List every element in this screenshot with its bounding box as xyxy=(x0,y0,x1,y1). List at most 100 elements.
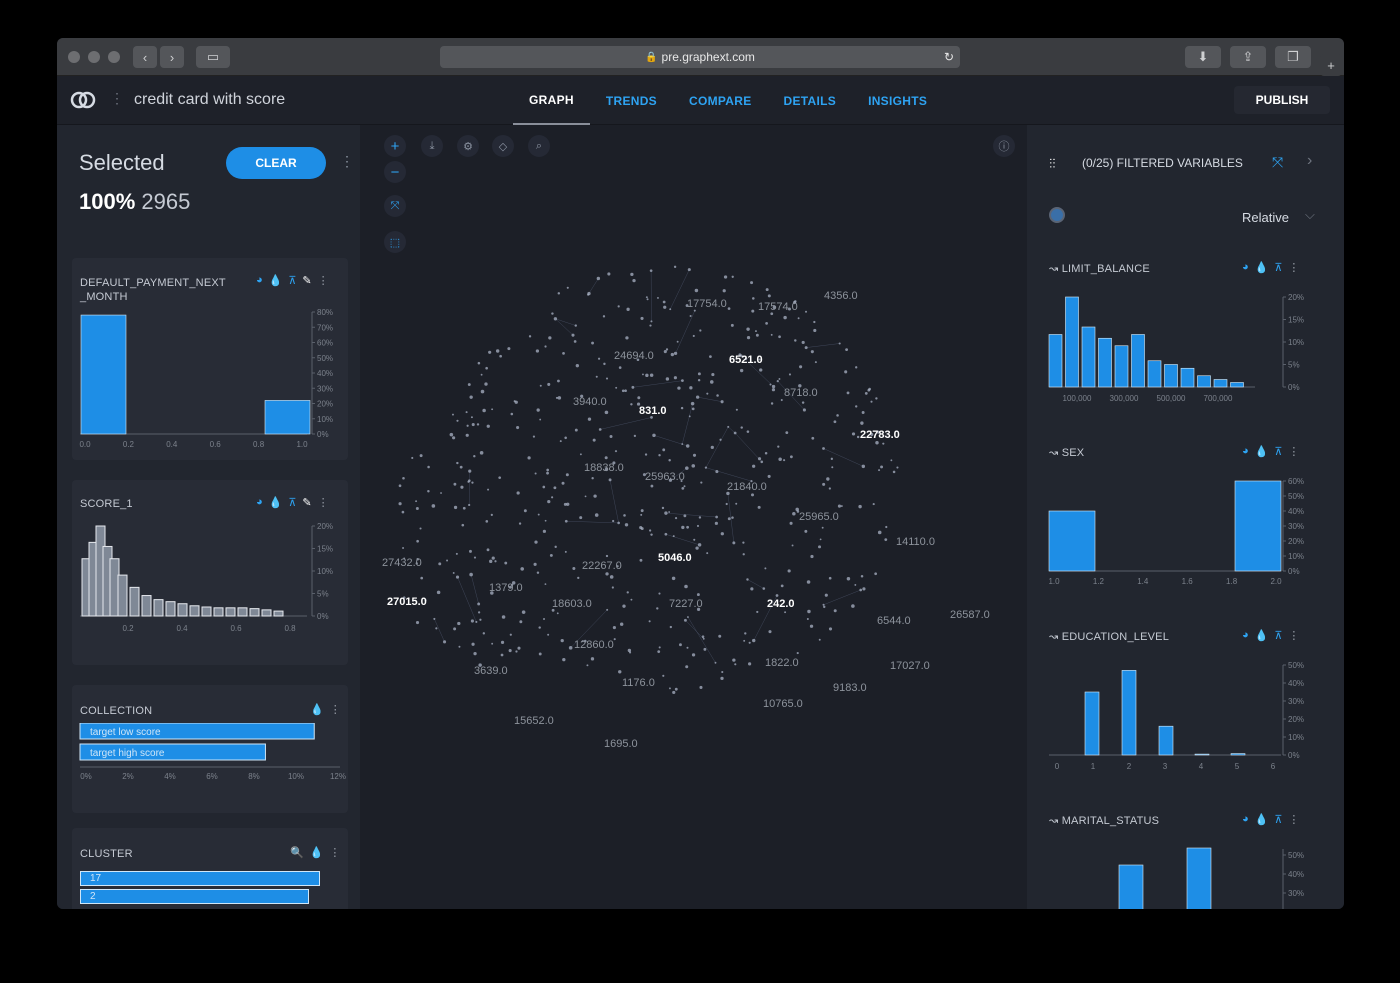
node-label[interactable]: 5046.0 xyxy=(658,552,692,564)
reload-icon[interactable]: ↻ xyxy=(943,50,954,64)
tab-details[interactable]: DETAILS xyxy=(783,93,837,108)
color-mode-icon[interactable] xyxy=(1049,207,1065,223)
color-drop-icon[interactable]: 💧 xyxy=(268,497,283,509)
filter-icon[interactable]: ⊼ xyxy=(1274,446,1283,458)
selection-menu-icon[interactable]: ⋮ xyxy=(340,153,354,169)
node-label[interactable]: 7227.0 xyxy=(669,598,703,610)
node-label[interactable]: 10765.0 xyxy=(763,698,803,710)
variable-card-education[interactable]: ↝ EDUCATION_LEVEL ◕ 💧 ⊼ ⋮ 50% 40% 30% 20% 10… xyxy=(1027,621,1344,791)
lasso-select-button[interactable]: ⬚ xyxy=(384,231,406,253)
close-window-button[interactable] xyxy=(68,51,80,63)
filter-icon[interactable]: ⊼ xyxy=(1274,262,1283,274)
expand-icon[interactable]: ⤧ xyxy=(1272,154,1284,170)
color-drop-icon[interactable]: 💧 xyxy=(1254,814,1269,826)
cluster-bar[interactable]: 2 xyxy=(80,889,309,904)
clear-selection-button[interactable]: CLEAR xyxy=(226,147,326,179)
gauge-icon[interactable]: ◕ xyxy=(1242,445,1249,457)
node-label[interactable]: 1822.0 xyxy=(765,657,799,669)
chevron-right-icon[interactable]: › xyxy=(1307,152,1313,169)
card-menu-icon[interactable]: ⋮ xyxy=(317,497,329,509)
node-label[interactable]: 8718.0 xyxy=(784,387,818,399)
gauge-icon[interactable]: ◕ xyxy=(256,274,263,286)
info-button[interactable]: ⓘ xyxy=(993,135,1015,157)
node-label[interactable]: 22267.0 xyxy=(582,560,622,572)
card-menu-icon[interactable]: ⋮ xyxy=(1288,262,1300,274)
node-label[interactable]: 17027.0 xyxy=(890,660,930,672)
gauge-icon[interactable]: ◕ xyxy=(256,496,263,508)
gauge-icon[interactable]: ◕ xyxy=(1242,629,1249,641)
node-label[interactable]: 24694.0 xyxy=(614,350,654,362)
variable-card-limit-balance[interactable]: ↝ LIMIT_BALANCE ◕ 💧 ⊼ ⋮ 20% 15% 10% 5% 0% 100… xyxy=(1027,253,1344,423)
node-label[interactable]: 25963.0 xyxy=(645,471,685,483)
graph-canvas[interactable]: + − ⤧ ⬚ ⤓ ⚙ ◇ ⌕ ⓘ 17754.0 17574.0 4356.0 24… xyxy=(360,125,1027,909)
variable-card-default-payment[interactable]: DEFAULT_PAYMENT_NEXT _MONTH ◕ 💧 ⊼ ✎ ⋮ 80… xyxy=(72,258,348,460)
node-label[interactable]: 27015.0 xyxy=(387,596,427,608)
node-label[interactable]: 26587.0 xyxy=(950,609,990,621)
downloads-button[interactable]: ⬇ xyxy=(1185,46,1221,68)
node-label[interactable]: 1379.0 xyxy=(489,582,523,594)
filter-icon[interactable]: ⊼ xyxy=(288,275,297,287)
variable-card-sex[interactable]: ↝ SEX ◕ 💧 ⊼ ⋮ 60% 50% 40% 30% 20% 10% 0% 1.0 1.2… xyxy=(1027,437,1344,607)
publish-button[interactable]: PUBLISH xyxy=(1234,86,1330,114)
node-label[interactable]: 3639.0 xyxy=(474,665,508,677)
node-label[interactable]: 14110.0 xyxy=(896,536,935,548)
node-label[interactable]: 3940.0 xyxy=(573,396,607,408)
filter-icon[interactable]: ⊼ xyxy=(288,497,297,509)
filter-icon[interactable]: ⊼ xyxy=(1274,630,1283,642)
cluster-bar[interactable]: 17 xyxy=(80,871,320,886)
color-drop-icon[interactable]: 💧 xyxy=(1254,446,1269,458)
variable-card-cluster[interactable]: CLUSTER 🔍 💧 ⋮ 17 2 xyxy=(72,828,348,909)
variable-card-collection[interactable]: COLLECTION 💧 ⋮ target low score target hi… xyxy=(72,685,348,813)
fit-view-button[interactable]: ⤧ xyxy=(384,195,406,217)
chevron-down-icon[interactable]: ⌵ xyxy=(1305,207,1315,222)
forward-button[interactable]: › xyxy=(160,46,184,68)
node-label[interactable]: 18603.0 xyxy=(552,598,592,610)
tab-insights[interactable]: INSIGHTS xyxy=(868,93,928,108)
color-drop-icon[interactable]: 💧 xyxy=(268,275,283,287)
color-drop-icon[interactable]: 💧 xyxy=(309,847,324,859)
variable-card-marital[interactable]: ↝ MARITAL_STATUS ◕ 💧 ⊼ ⋮ 50% 40% 30% xyxy=(1027,805,1344,909)
card-menu-icon[interactable]: ⋮ xyxy=(1288,630,1300,642)
tabs-overview-button[interactable]: ❐ xyxy=(1275,46,1311,68)
labels-button[interactable]: ◇ xyxy=(492,135,514,157)
node-label[interactable]: 17574.0 xyxy=(758,301,798,313)
node-label[interactable]: 1176.0 xyxy=(622,677,655,689)
relative-mode-select[interactable]: Relative xyxy=(1242,210,1289,225)
back-button[interactable]: ‹ xyxy=(133,46,157,68)
node-label[interactable]: 4356.0 xyxy=(824,290,858,302)
node-label[interactable]: 17754.0 xyxy=(687,298,727,310)
node-label[interactable]: 242.0 xyxy=(767,598,795,610)
variable-card-score[interactable]: SCORE_1 ◕ 💧 ⊼ ✎ ⋮ 20% 15% 10% 5% 0% 0.2 0.4 0.6… xyxy=(72,480,348,665)
graph-search-button[interactable]: ⌕ xyxy=(528,135,550,157)
node-label[interactable]: 831.0 xyxy=(639,405,667,417)
node-label[interactable]: 9183.0 xyxy=(833,682,867,694)
tab-compare[interactable]: COMPARE xyxy=(688,93,752,108)
gauge-icon[interactable]: ◕ xyxy=(1242,261,1249,273)
graph-settings-button[interactable]: ⚙ xyxy=(457,135,479,157)
tab-trends[interactable]: TRENDS xyxy=(605,93,657,108)
node-label[interactable]: 12860.0 xyxy=(574,639,614,651)
node-label[interactable]: 1695.0 xyxy=(604,738,638,750)
card-menu-icon[interactable]: ⋮ xyxy=(1288,814,1300,826)
node-label[interactable]: 6544.0 xyxy=(877,615,911,627)
gauge-icon[interactable]: ◕ xyxy=(1242,813,1249,825)
node-label[interactable]: 18838.0 xyxy=(584,462,624,474)
pin-icon[interactable]: ✎ xyxy=(302,497,312,509)
zoom-window-button[interactable] xyxy=(108,51,120,63)
color-drop-icon[interactable]: 💧 xyxy=(1254,262,1269,274)
new-tab-button[interactable]: + xyxy=(1320,54,1342,76)
node-label[interactable]: 25965.0 xyxy=(799,511,839,523)
card-menu-icon[interactable]: ⋮ xyxy=(1288,446,1300,458)
address-bar[interactable]: 🔒 pre.graphext.com ↻ xyxy=(440,46,960,68)
node-label[interactable]: 21840.0 xyxy=(727,481,767,493)
sliders-icon[interactable]: ⫶⫶ xyxy=(1049,156,1056,171)
network-graph[interactable] xyxy=(360,125,1027,909)
pin-icon[interactable]: ✎ xyxy=(302,275,312,287)
color-drop-icon[interactable]: 💧 xyxy=(1254,630,1269,642)
sidebar-toggle-button[interactable]: ▭ xyxy=(196,46,230,68)
card-menu-icon[interactable]: ⋮ xyxy=(329,704,341,716)
node-label[interactable]: 22783.0 xyxy=(860,429,900,441)
card-menu-icon[interactable]: ⋮ xyxy=(329,847,341,859)
zoom-out-button[interactable]: − xyxy=(384,161,406,183)
filter-icon[interactable]: ⊼ xyxy=(1274,814,1283,826)
